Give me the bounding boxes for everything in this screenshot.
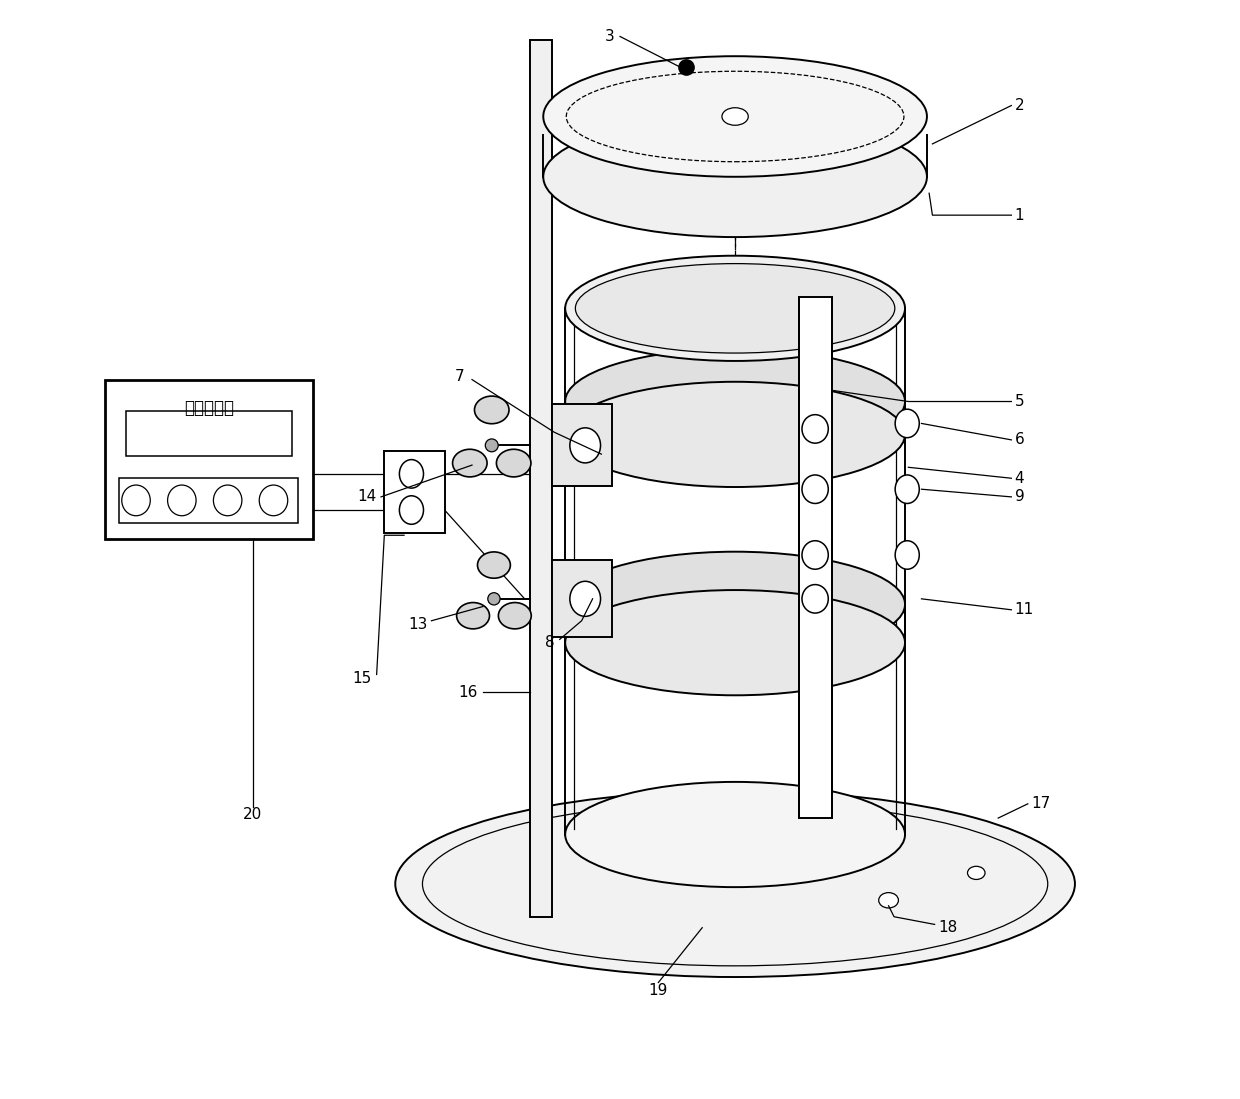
Bar	[531, 40, 552, 917]
Ellipse shape	[879, 892, 899, 908]
Ellipse shape	[543, 116, 928, 237]
Ellipse shape	[895, 475, 919, 503]
Ellipse shape	[122, 485, 150, 515]
Ellipse shape	[682, 851, 744, 873]
Ellipse shape	[496, 449, 531, 477]
Text: 13: 13	[409, 617, 428, 632]
Ellipse shape	[895, 409, 919, 437]
Ellipse shape	[570, 581, 600, 617]
Text: 3: 3	[605, 29, 615, 44]
Ellipse shape	[396, 790, 1075, 977]
Ellipse shape	[565, 348, 905, 454]
Ellipse shape	[213, 485, 242, 515]
Ellipse shape	[895, 541, 919, 569]
Text: 9: 9	[1014, 489, 1024, 504]
Text: 4: 4	[1014, 470, 1024, 486]
Ellipse shape	[722, 108, 748, 125]
Ellipse shape	[485, 439, 498, 452]
Ellipse shape	[967, 866, 985, 879]
Ellipse shape	[399, 459, 424, 488]
Text: 11: 11	[1014, 602, 1034, 618]
Ellipse shape	[475, 396, 508, 424]
Bar	[384, 451, 445, 533]
Bar	[552, 404, 613, 487]
Text: 17: 17	[1032, 797, 1050, 811]
Ellipse shape	[570, 428, 600, 463]
Ellipse shape	[487, 592, 500, 604]
Text: 7: 7	[455, 369, 464, 384]
Ellipse shape	[456, 602, 490, 629]
Ellipse shape	[802, 585, 828, 613]
Ellipse shape	[565, 381, 905, 487]
Ellipse shape	[802, 475, 828, 503]
Bar	[104, 379, 312, 539]
Text: 2: 2	[1014, 98, 1024, 113]
Ellipse shape	[498, 602, 531, 629]
Bar	[552, 560, 613, 637]
Ellipse shape	[802, 414, 828, 443]
Ellipse shape	[259, 485, 288, 515]
Text: 18: 18	[937, 920, 957, 935]
Text: 15: 15	[352, 671, 372, 687]
Text: 1: 1	[1014, 208, 1024, 223]
Ellipse shape	[477, 552, 511, 578]
Bar	[119, 478, 299, 523]
Text: 14: 14	[357, 489, 377, 504]
Text: 电子计时器: 电子计时器	[184, 399, 234, 418]
Text: 16: 16	[458, 685, 477, 699]
Ellipse shape	[565, 781, 905, 887]
Ellipse shape	[543, 56, 928, 177]
Text: 19: 19	[649, 983, 668, 998]
Text: 20: 20	[243, 808, 263, 822]
Bar	[125, 411, 293, 456]
Ellipse shape	[565, 256, 905, 360]
Ellipse shape	[575, 264, 895, 353]
Ellipse shape	[565, 552, 905, 657]
Text: 8: 8	[544, 635, 554, 651]
Ellipse shape	[802, 541, 828, 569]
Ellipse shape	[399, 496, 424, 524]
Text: 6: 6	[1014, 432, 1024, 447]
Ellipse shape	[167, 485, 196, 515]
Ellipse shape	[453, 449, 487, 477]
Ellipse shape	[565, 590, 905, 696]
Bar	[799, 298, 832, 818]
Text: 5: 5	[1014, 395, 1024, 409]
